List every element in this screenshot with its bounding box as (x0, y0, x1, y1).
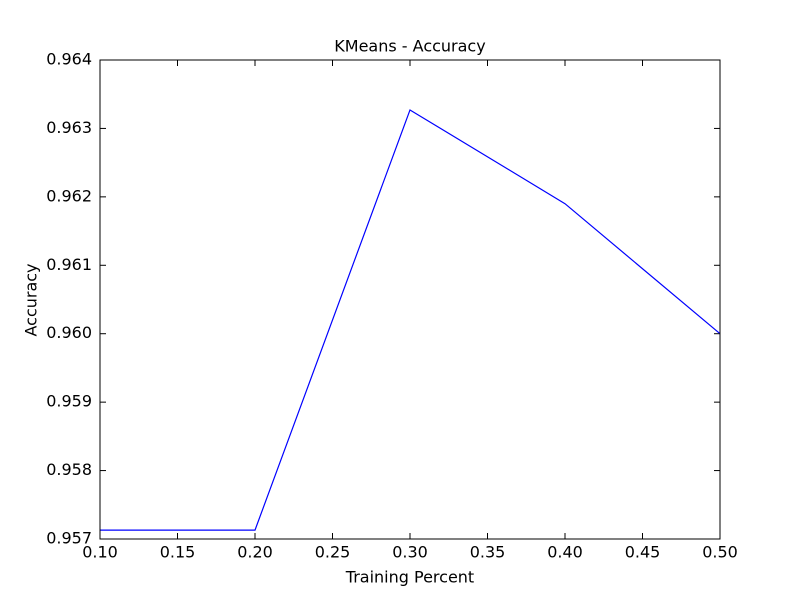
x-tick-label: 0.25 (315, 543, 351, 562)
x-tick-label: 0.50 (702, 543, 738, 562)
y-tick-label: 0.964 (46, 50, 92, 69)
x-tick-label: 0.40 (547, 543, 583, 562)
x-tick-label: 0.20 (237, 543, 273, 562)
y-tick-label: 0.962 (46, 186, 92, 205)
x-tick-label: 0.35 (470, 543, 506, 562)
x-tick-label: 0.10 (82, 543, 118, 562)
y-tick-label: 0.961 (46, 255, 92, 274)
y-axis-label: Accuracy (22, 263, 41, 336)
x-tick-label: 0.15 (160, 543, 196, 562)
y-tick-label: 0.963 (46, 118, 92, 137)
x-tick-label: 0.30 (392, 543, 428, 562)
x-axis-label: Training Percent (345, 568, 474, 587)
y-tick-label: 0.958 (46, 460, 92, 479)
y-tick-label: 0.957 (46, 529, 92, 548)
data-line (100, 109, 721, 531)
x-tick-label: 0.45 (625, 543, 661, 562)
chart-title: KMeans - Accuracy (334, 37, 485, 56)
y-tick-label: 0.959 (46, 392, 92, 411)
plot-frame (99, 59, 721, 540)
y-tick-label: 0.960 (46, 323, 92, 342)
